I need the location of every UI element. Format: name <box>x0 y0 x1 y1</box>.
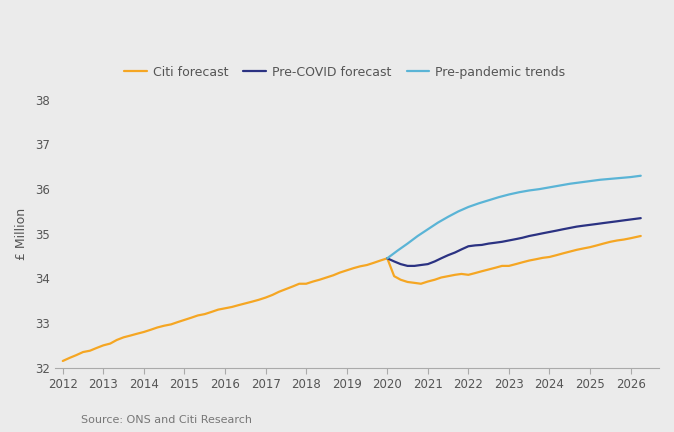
Pre-pandemic trends <box>555 183 563 188</box>
Pre-COVID forecast <box>593 221 601 226</box>
Pre-pandemic trends <box>384 256 392 261</box>
Citi forecast <box>86 348 94 353</box>
Pre-COVID forecast <box>458 247 466 252</box>
Pre-pandemic trends <box>617 175 625 181</box>
Pre-COVID forecast <box>498 239 506 245</box>
Pre-COVID forecast <box>431 259 439 264</box>
Pre-pandemic trends <box>394 248 402 253</box>
Pre-COVID forecast <box>417 262 425 267</box>
Citi forecast <box>637 233 645 238</box>
Pre-COVID forecast <box>573 224 581 229</box>
Pre-COVID forecast <box>518 235 526 240</box>
Pre-COVID forecast <box>491 240 499 245</box>
Pre-COVID forecast <box>410 264 419 269</box>
Pre-pandemic trends <box>485 198 493 203</box>
Pre-COVID forecast <box>390 259 398 264</box>
Pre-COVID forecast <box>525 233 533 238</box>
Pre-COVID forecast <box>505 238 513 243</box>
Pre-COVID forecast <box>532 232 540 237</box>
Pre-COVID forecast <box>485 241 493 246</box>
Pre-pandemic trends <box>464 204 472 210</box>
Line: Citi forecast: Citi forecast <box>63 236 641 361</box>
Pre-COVID forecast <box>599 220 607 226</box>
Citi forecast <box>72 353 80 358</box>
Pre-COVID forecast <box>384 256 392 261</box>
Pre-pandemic trends <box>545 185 553 190</box>
Pre-COVID forecast <box>539 231 547 236</box>
Pre-pandemic trends <box>424 227 432 232</box>
Citi forecast <box>545 254 553 260</box>
Pre-COVID forecast <box>553 228 561 233</box>
Pre-pandemic trends <box>495 194 503 200</box>
Citi forecast <box>59 359 67 364</box>
Pre-pandemic trends <box>627 175 635 180</box>
Citi forecast <box>119 335 127 340</box>
Text: Source: ONS and Citi Research: Source: ONS and Citi Research <box>81 415 252 426</box>
Pre-pandemic trends <box>404 241 412 246</box>
Pre-COVID forecast <box>637 216 645 221</box>
Pre-COVID forecast <box>471 243 479 248</box>
Pre-COVID forecast <box>565 226 574 231</box>
Citi forecast <box>498 264 506 269</box>
Pre-COVID forecast <box>627 217 635 222</box>
Pre-pandemic trends <box>586 178 594 184</box>
Pre-pandemic trends <box>607 176 615 181</box>
Y-axis label: £ Million: £ Million <box>15 208 28 260</box>
Pre-pandemic trends <box>454 209 462 214</box>
Pre-COVID forecast <box>545 229 553 235</box>
Pre-pandemic trends <box>565 181 574 186</box>
Pre-COVID forecast <box>613 219 621 224</box>
Pre-pandemic trends <box>515 190 523 195</box>
Pre-pandemic trends <box>505 192 513 197</box>
Pre-COVID forecast <box>444 253 452 258</box>
Line: Pre-pandemic trends: Pre-pandemic trends <box>388 176 641 258</box>
Citi forecast <box>336 270 344 275</box>
Pre-COVID forecast <box>396 261 404 267</box>
Pre-COVID forecast <box>437 256 446 261</box>
Pre-COVID forecast <box>619 218 627 223</box>
Pre-pandemic trends <box>444 214 452 219</box>
Pre-COVID forecast <box>559 227 567 232</box>
Pre-pandemic trends <box>414 233 422 238</box>
Line: Pre-COVID forecast: Pre-COVID forecast <box>388 218 641 266</box>
Pre-COVID forecast <box>478 242 486 248</box>
Pre-COVID forecast <box>451 250 459 255</box>
Pre-pandemic trends <box>576 180 584 185</box>
Pre-COVID forecast <box>404 264 412 269</box>
Legend: Citi forecast, Pre-COVID forecast, Pre-pandemic trends: Citi forecast, Pre-COVID forecast, Pre-p… <box>119 60 570 83</box>
Pre-pandemic trends <box>596 177 604 182</box>
Pre-pandemic trends <box>535 187 543 192</box>
Pre-COVID forecast <box>586 222 594 227</box>
Pre-pandemic trends <box>637 173 645 178</box>
Pre-COVID forecast <box>464 244 472 249</box>
Pre-COVID forecast <box>607 219 615 225</box>
Pre-COVID forecast <box>579 223 587 229</box>
Pre-COVID forecast <box>512 237 520 242</box>
Pre-pandemic trends <box>474 201 483 206</box>
Pre-pandemic trends <box>525 188 533 193</box>
Pre-pandemic trends <box>434 220 442 225</box>
Pre-COVID forecast <box>424 261 432 267</box>
